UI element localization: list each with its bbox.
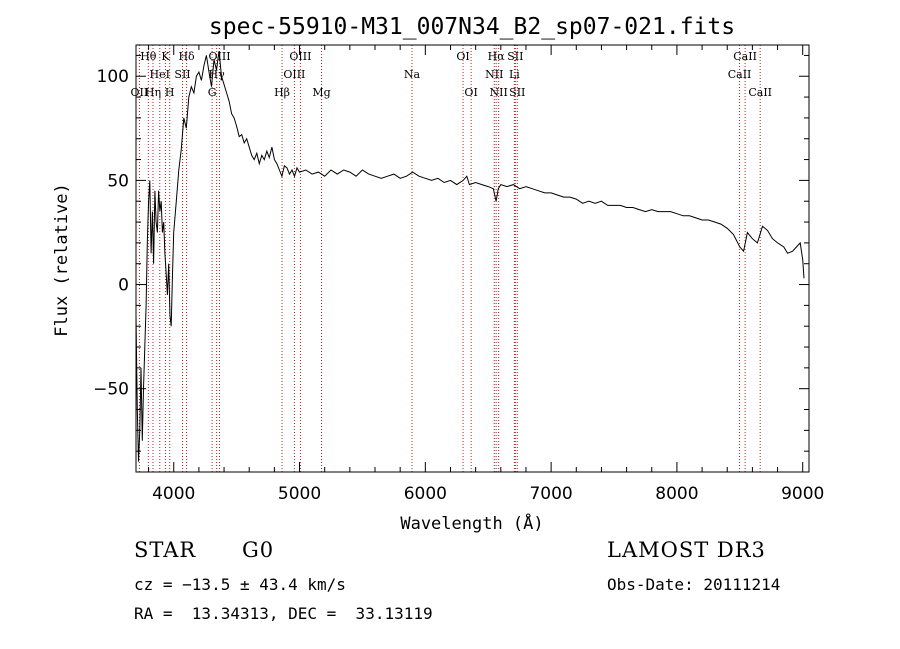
line-marker-label: Mg [312, 86, 330, 99]
line-markers [138, 45, 761, 472]
spectrum-line [135, 51, 805, 462]
line-marker-label: Hη [145, 86, 161, 99]
x-axis-ticks: 4000 5000 6000 7000 8000 9000 [148, 45, 824, 504]
x-tick-label: 5000 [278, 484, 321, 504]
line-marker-label: CaII [733, 50, 757, 63]
x-tick-label: 8000 [655, 484, 698, 504]
x-tick-label: 9000 [781, 484, 824, 504]
line-marker-label: SII [507, 50, 523, 63]
y-tick-label: 50 [107, 171, 129, 191]
line-marker-label: G [208, 86, 217, 99]
y-tick-label: −50 [93, 380, 129, 400]
y-tick-label: 0 [118, 276, 129, 296]
line-marker-label: OIII [283, 68, 305, 81]
plot-frame [135, 44, 810, 473]
y-axis-label: Flux (relative) [52, 183, 72, 337]
line-marker-label: OII [131, 86, 149, 99]
line-marker-label: Li [509, 68, 520, 81]
redshift-value: cz = −13.5 ± 43.4 km/s [134, 575, 346, 594]
line-marker-label: CaII [728, 68, 752, 81]
y-tick-label: 100 [97, 67, 129, 87]
line-marker-label: Hβ [274, 86, 290, 99]
line-marker-label: SII [509, 86, 525, 99]
chart-title: spec-55910-M31_007N34_B2_sp07-021.fits [209, 14, 735, 40]
line-marker-label: Hδ [178, 50, 195, 63]
line-marker-label: K [161, 50, 170, 63]
line-marker-label: Hα [488, 50, 506, 63]
x-axis-label: Wavelength (Å) [400, 512, 543, 534]
x-tick-label: 4000 [152, 484, 195, 504]
line-marker-label: OI [456, 50, 469, 63]
line-marker-label: SII [174, 68, 190, 81]
line-marker-label: NII [490, 86, 508, 99]
subclass: G0 [242, 538, 275, 562]
line-marker-label: NII [485, 68, 503, 81]
line-marker-label: OI [464, 86, 477, 99]
y-axis-ticks: −50 0 50 100 [93, 54, 809, 452]
line-marker-label: Hθ [140, 50, 157, 63]
line-marker-label: H [165, 86, 175, 99]
object-class: STAR [134, 538, 197, 562]
x-tick-label: 6000 [404, 484, 447, 504]
line-marker-label: OIII [289, 50, 311, 63]
line-marker-label: CaII [748, 86, 772, 99]
line-marker-label: HeI [150, 68, 170, 81]
x-tick-label: 7000 [529, 484, 572, 504]
obs-date: Obs-Date: 20111214 [607, 575, 781, 594]
coordinates: RA = 13.34313, DEC = 33.13119 [134, 604, 433, 623]
survey-name: LAMOST DR3 [607, 538, 766, 562]
line-marker-labels: HθOIIHηHeIKHSIIHδGHγOIIIHβOIIIOIIIMgNaOI… [131, 50, 772, 99]
line-marker-label: Na [404, 68, 421, 81]
